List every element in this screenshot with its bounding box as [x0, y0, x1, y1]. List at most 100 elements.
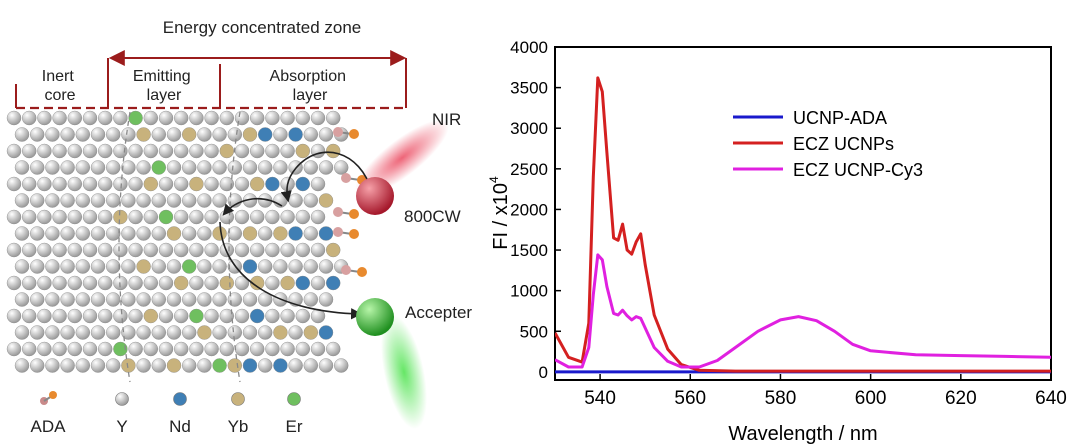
- y-ion: [30, 127, 45, 142]
- y-ion: [37, 275, 52, 291]
- y-ion: [197, 358, 212, 373]
- x-tick-label: 540: [584, 388, 616, 409]
- y-ion: [14, 127, 30, 142]
- y-ion: [22, 308, 37, 324]
- y-ion: [219, 308, 235, 324]
- yb-ion: [250, 176, 265, 192]
- y-ion: [303, 226, 318, 241]
- chart-legend-item: UCNP-ADA: [733, 108, 887, 128]
- y-ion: [82, 209, 98, 225]
- y-ion: [52, 143, 67, 159]
- y-ion-sphere-icon: [115, 392, 129, 406]
- y-ion: [280, 143, 295, 159]
- inert-core-label: Inert core: [42, 68, 78, 104]
- y-ion: [250, 341, 265, 357]
- y-ion: [204, 341, 219, 357]
- y-ion: [97, 341, 113, 357]
- y-ion: [22, 110, 37, 126]
- y-ion: [52, 242, 67, 258]
- y-ion: [121, 226, 136, 241]
- y-ion: [173, 308, 189, 324]
- emitting-layer-label: Emitting layer: [133, 68, 195, 104]
- y-ion: [181, 160, 197, 175]
- nd-ion-sphere-icon: [173, 392, 187, 406]
- y-ion: [136, 358, 151, 373]
- x-tick-label: 580: [765, 388, 797, 409]
- y-ion: [45, 358, 60, 373]
- y-ion: [14, 292, 30, 307]
- nd-ion: [242, 358, 258, 373]
- y-tick-label: 4000: [510, 38, 548, 57]
- y-ion: [121, 160, 136, 175]
- y-ion: [90, 127, 106, 142]
- y-tick-label: 1500: [510, 241, 548, 260]
- yb-ion: [121, 358, 136, 373]
- y-ion: [197, 259, 212, 274]
- y-ion: [75, 226, 91, 241]
- yb-ion: [181, 127, 197, 142]
- y-ion: [181, 226, 197, 241]
- y-ion: [303, 259, 318, 274]
- y-ion: [128, 143, 143, 159]
- y-ion: [6, 341, 22, 357]
- nd-ion: [265, 176, 280, 192]
- y-ion: [60, 160, 75, 175]
- y-ion: [189, 275, 204, 291]
- y-ion: [242, 160, 258, 175]
- y-ion: [143, 275, 159, 291]
- yb-ion: [295, 143, 310, 159]
- ion-legend-item: Yb: [228, 392, 249, 436]
- y-ion: [136, 325, 151, 340]
- y-ion: [67, 275, 83, 291]
- chart-legend: UCNP-ADA ECZ UCNPs ECZ UCNP-Cy3: [733, 108, 923, 180]
- nd-ion: [326, 275, 341, 291]
- y-ion: [105, 127, 121, 142]
- y-ion: [97, 242, 113, 258]
- y-ion: [204, 308, 219, 324]
- nir-light-beam: [354, 119, 450, 197]
- absorption-layer-label: Absorption layer: [270, 68, 351, 104]
- y-ion: [105, 226, 121, 241]
- y-ion: [318, 127, 334, 142]
- y-ion: [14, 325, 30, 340]
- y-ion: [136, 193, 151, 208]
- y-ion: [318, 292, 334, 307]
- y-ion: [258, 325, 273, 340]
- yb-ion: [166, 226, 182, 241]
- y-ion: [75, 325, 91, 340]
- y-ion: [173, 110, 189, 126]
- y-ion: [75, 193, 91, 208]
- yb-ion: [136, 127, 151, 142]
- y-ion: [6, 110, 22, 126]
- yb-ion: [143, 176, 159, 192]
- y-ion: [30, 325, 45, 340]
- y-ion: [219, 176, 235, 192]
- y-ion: [60, 127, 75, 142]
- y-ion: [310, 242, 326, 258]
- y-ion: [52, 110, 67, 126]
- y-ion: [212, 259, 227, 274]
- y-ion: [204, 242, 219, 258]
- y-ion: [189, 341, 204, 357]
- y-ion: [295, 242, 310, 258]
- energy-zone-title: Energy concentrated zone: [163, 18, 361, 37]
- yb-ion: [227, 358, 243, 373]
- energy-transfer-arrow-acceptor: [219, 221, 363, 320]
- y-tick-label: 3000: [510, 119, 548, 138]
- y-ion: [67, 176, 83, 192]
- yb-ion: [143, 308, 159, 324]
- nd-ion: [242, 259, 258, 274]
- y-ion: [14, 193, 30, 208]
- nanoparticle-schematic: Energy concentrated zone Inert core Emit…: [6, 18, 472, 436]
- y-ion: [121, 193, 136, 208]
- y-ion: [166, 160, 182, 175]
- nir-label: NIR: [432, 110, 461, 129]
- y-ion: [22, 242, 37, 258]
- ion-legend-label: Yb: [228, 417, 249, 436]
- ion-legend-label: Y: [116, 417, 127, 436]
- er-ion: [189, 308, 204, 324]
- plot-frame: [554, 46, 1052, 381]
- y-ion: [113, 176, 128, 192]
- y-ion: [52, 275, 67, 291]
- y-ion: [212, 127, 227, 142]
